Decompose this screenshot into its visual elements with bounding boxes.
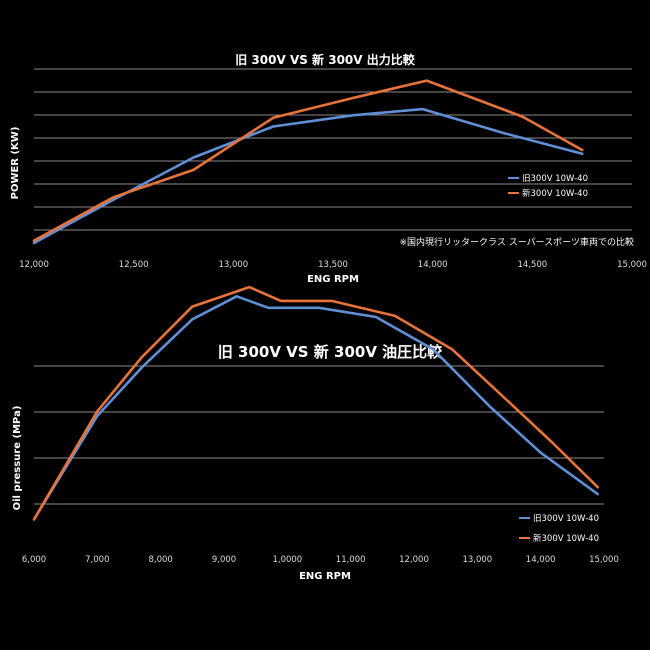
chart1-x-tick-label: 13,500 — [318, 260, 348, 270]
chart2-series-point-old — [140, 366, 143, 369]
chart1-series-point-old — [112, 198, 115, 201]
chart2-series-point-old — [267, 306, 270, 309]
chart2-series-point-new — [508, 401, 510, 403]
chart1-series-line-old — [32, 107, 584, 245]
chart1-note: ※国内現行リッタークラス スーパースポーツ車両での比較 — [399, 236, 634, 248]
chart2-y-label: Oil pressure (MPa) — [12, 406, 23, 511]
chart2-series-line-old — [32, 294, 600, 521]
chart2-series-point-new — [394, 314, 396, 317]
chart2-series-point-old — [375, 316, 377, 318]
chart1-series-point-new — [33, 239, 35, 242]
chart2-series-point-new — [451, 348, 453, 351]
chart2-x-tick-label: 14,000 — [526, 555, 556, 565]
chart1-series-point-new — [112, 196, 115, 199]
chart2-legend-label-old: 旧300V 10W-40 — [533, 514, 599, 524]
chart1-x-tick-label: 12,500 — [119, 260, 149, 270]
chart2-x-label: ENG RPM — [299, 571, 351, 582]
chart2-x-tick-label: 15,000 — [589, 555, 619, 565]
chart1-series-point-old — [192, 156, 195, 159]
chart2-series-point-old — [489, 405, 491, 408]
chart1-title: 旧 300V VS 新 300V 出力比較 — [235, 52, 415, 67]
chart1-series-point-new — [425, 79, 428, 82]
chart2-series-point-old — [596, 493, 599, 495]
chart1-series-point-old — [421, 108, 424, 111]
chart2-x-tick-label: 8,000 — [148, 555, 172, 565]
chart1-series-point-old — [501, 131, 504, 134]
chart1-x-tick-label: 15,000 — [617, 260, 647, 270]
chart2-x-tick-label: 11,000 — [336, 555, 366, 565]
chart1-series-point-new — [581, 149, 584, 151]
chart1-series-line-new — [32, 79, 584, 242]
chart1-x-tick-label: 13,000 — [218, 260, 248, 270]
chart1-series-point-new — [192, 168, 195, 171]
chart2-series-point-old — [539, 451, 542, 454]
chart1-x-tick-label: 12,000 — [19, 260, 49, 270]
chart1-x-label: ENG RPM — [307, 274, 359, 285]
chart1-series-point-old — [272, 125, 275, 128]
chart2-series-point-new — [191, 305, 194, 308]
chart1-x-tick-label: 14,000 — [418, 260, 448, 270]
chart2-series-point-new — [96, 410, 99, 413]
chart1-series-point-new — [352, 97, 354, 99]
chart2-series-point-new — [64, 464, 67, 467]
chart1-x-tick-label: 14,500 — [517, 260, 547, 270]
chart2-series-point-old — [235, 295, 238, 298]
chart2-x-tick-label: 9,000 — [212, 555, 236, 565]
chart1-series-point-old — [581, 152, 584, 155]
chart2-series-point-new — [280, 300, 282, 302]
chart2-x-tick-label: 7,000 — [85, 555, 109, 565]
chart2-series-point-new — [33, 518, 35, 521]
chart2-x-tick-label: 1,0000 — [272, 555, 302, 565]
chart2-legend-label-new: 新300V 10W-40 — [533, 533, 599, 544]
chart2-series-point-old — [432, 348, 434, 351]
chart1-legend-label-new: 新300V 10W-40 — [522, 188, 588, 199]
chart1-series-point-new — [272, 116, 275, 119]
chart2-title: 旧 300V VS 新 300V 油圧比較 — [218, 343, 443, 361]
chart2-series-point-new — [140, 356, 143, 359]
chart2-series-point-new — [330, 300, 333, 302]
chart2-series-point-old — [96, 415, 99, 417]
chart2-series-line-new — [32, 285, 600, 521]
chart1-y-label: POWER (KW) — [10, 127, 21, 200]
chart1-series-point-old — [352, 114, 354, 117]
chart2-series-point-new — [552, 442, 555, 445]
chart2-series-point-old — [191, 318, 194, 321]
chart2-series-point-old — [318, 306, 320, 309]
chart1-series-point-old — [33, 242, 35, 244]
chart2-x-tick-label: 12,000 — [399, 555, 429, 565]
chart2-x-tick-label: 13,000 — [462, 555, 492, 565]
chart2-x-tick-label: 6,000 — [22, 555, 46, 565]
chart2-series-point-new — [248, 286, 251, 288]
chart2-series-point-new — [596, 486, 599, 489]
chart1-legend-label-old: 旧300V 10W-40 — [522, 174, 588, 184]
chart1-series-point-new — [521, 115, 524, 118]
